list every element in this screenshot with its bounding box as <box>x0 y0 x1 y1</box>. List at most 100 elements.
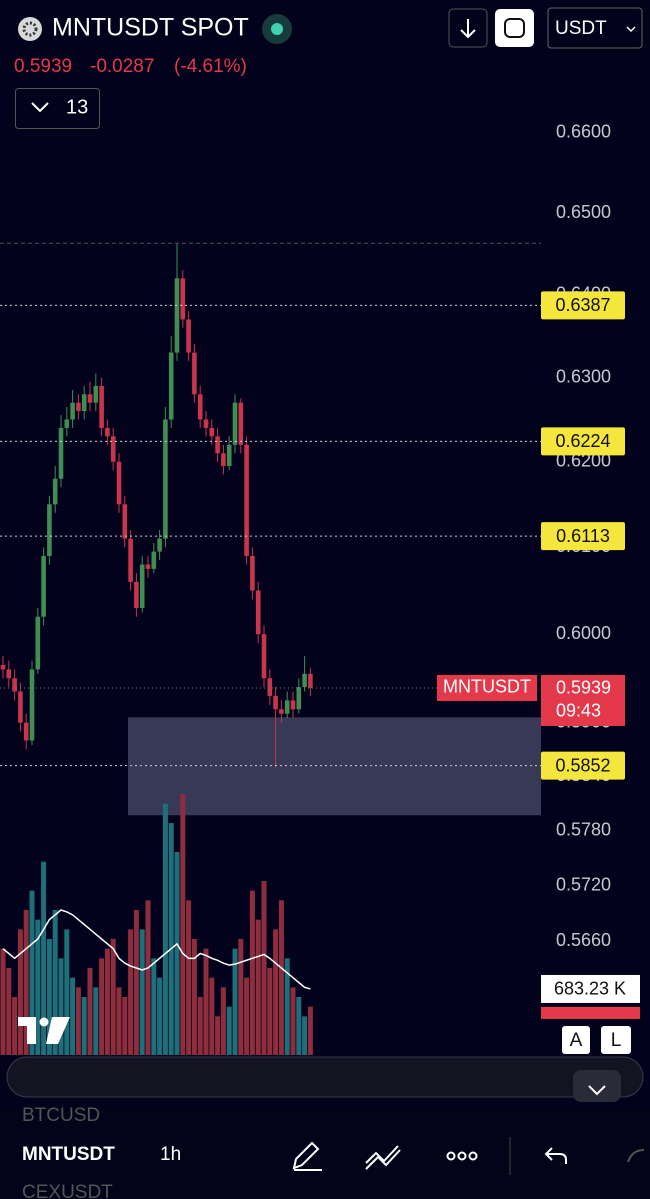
volume-bar <box>180 794 186 1055</box>
level-tag <box>541 291 625 320</box>
price-change-pct: (-4.61%) <box>174 56 247 77</box>
level-tag <box>541 751 625 780</box>
y-tick-label: 0.5660 <box>556 930 611 950</box>
candle-body <box>47 504 52 556</box>
previous-symbol[interactable]: BTCUSD <box>22 1105 100 1126</box>
chart-area: 0.66000.65000.64000.63000.62000.61000.60… <box>0 122 640 1055</box>
toolbar-interval[interactable]: 1h <box>160 1144 181 1165</box>
candle-body <box>308 673 313 688</box>
volume-bar <box>209 977 215 1055</box>
candle-body <box>81 394 87 412</box>
price-tag <box>541 674 625 726</box>
volume-bar <box>17 929 23 1055</box>
toolbar-symbol[interactable]: MNTUSDT <box>22 1144 115 1165</box>
logo-part <box>39 1017 49 1027</box>
bottom-sheet-handle[interactable] <box>6 1056 644 1098</box>
select-chevron <box>626 26 636 33</box>
candle-body <box>122 504 128 539</box>
volume-ma <box>2 909 311 990</box>
candle-body <box>261 634 267 679</box>
candle-body <box>186 319 191 353</box>
candle-body <box>29 669 35 741</box>
candle-body <box>18 691 23 723</box>
trend-tool[interactable] <box>365 1145 401 1170</box>
symbol-tag-label: MNTUSDT <box>443 677 531 697</box>
volume-bar <box>52 910 58 1055</box>
candle-body <box>35 616 41 670</box>
candle-body <box>151 551 157 569</box>
candle-body <box>105 427 110 437</box>
collapse-button[interactable] <box>573 1070 621 1102</box>
volume-bar <box>104 948 110 1055</box>
volume-bar <box>197 997 203 1055</box>
candle-body <box>58 427 64 479</box>
volume-bar <box>133 910 139 1055</box>
volume-bar <box>168 823 174 1055</box>
countdown-label: 09:43 <box>556 701 601 721</box>
volume-bar <box>128 929 134 1055</box>
candle-body <box>52 478 58 505</box>
candle-body <box>70 402 75 420</box>
indicators-toggle[interactable] <box>15 88 100 129</box>
volume-bar <box>261 881 267 1055</box>
volume-bar <box>81 997 87 1055</box>
draw-tool[interactable] <box>292 1141 322 1171</box>
volume-bar <box>267 968 273 1055</box>
candle-body <box>250 555 255 591</box>
candle-body <box>76 402 81 412</box>
y-tick-label: 0.5780 <box>556 819 611 839</box>
candle-body <box>87 394 93 403</box>
y-tick-label: 0.5720 <box>556 874 611 894</box>
level-label: 0.5852 <box>555 755 610 775</box>
symbol-icon[interactable] <box>18 17 42 41</box>
candle-body <box>209 427 215 437</box>
volume-bar <box>99 958 105 1055</box>
redo-button[interactable] <box>627 1149 645 1163</box>
currency-select[interactable] <box>547 7 643 49</box>
status-dot <box>271 23 283 35</box>
log-scale-button[interactable] <box>601 1026 631 1054</box>
last-price: 0.5939 <box>14 56 72 77</box>
volume-bar <box>249 890 255 1055</box>
candle-body <box>99 385 104 428</box>
volume-bar <box>302 1016 308 1055</box>
volume-bar <box>290 987 296 1055</box>
volume-bar <box>162 803 168 1055</box>
fullscreen-button[interactable] <box>495 9 534 47</box>
more-tools[interactable] <box>446 1151 478 1161</box>
auto-scale-button[interactable] <box>562 1026 590 1054</box>
download-button[interactable] <box>448 8 488 48</box>
symbol-icon-pattern <box>22 21 38 37</box>
collapse-icon <box>588 1085 606 1096</box>
candle-body <box>215 436 220 454</box>
candle-body <box>12 678 17 692</box>
candle-body <box>64 419 70 428</box>
volume-bar <box>110 939 116 1055</box>
candle-body <box>273 695 278 710</box>
next-symbol[interactable]: CEXUSDT <box>22 1182 113 1199</box>
candle-body <box>267 678 273 696</box>
volume-bar <box>23 910 29 1055</box>
volume-tag-secondary <box>541 1006 640 1019</box>
volume-bar <box>244 977 250 1055</box>
volume-bar <box>186 900 192 1055</box>
candle-body <box>255 590 261 635</box>
candle-body <box>174 278 180 353</box>
level-label: 0.6113 <box>556 526 610 546</box>
tv-logo <box>18 1017 70 1044</box>
y-tick-label: 0.6600 <box>556 122 611 142</box>
volume-bar <box>278 900 284 1055</box>
volume-bar <box>157 977 163 1055</box>
candle-body <box>116 461 122 505</box>
candle-body <box>180 278 186 320</box>
candle-body <box>168 352 174 420</box>
candle-body <box>290 700 296 710</box>
y-tick-label: 0.6500 <box>556 202 611 222</box>
dot <box>457 1151 467 1161</box>
symbol-title[interactable]: MNTUSDT SPOT <box>52 14 249 42</box>
zone <box>128 717 541 816</box>
logo-part <box>18 1017 36 1044</box>
level-tag <box>541 522 625 551</box>
volume-bar <box>12 997 18 1055</box>
undo-button[interactable] <box>544 1147 567 1164</box>
